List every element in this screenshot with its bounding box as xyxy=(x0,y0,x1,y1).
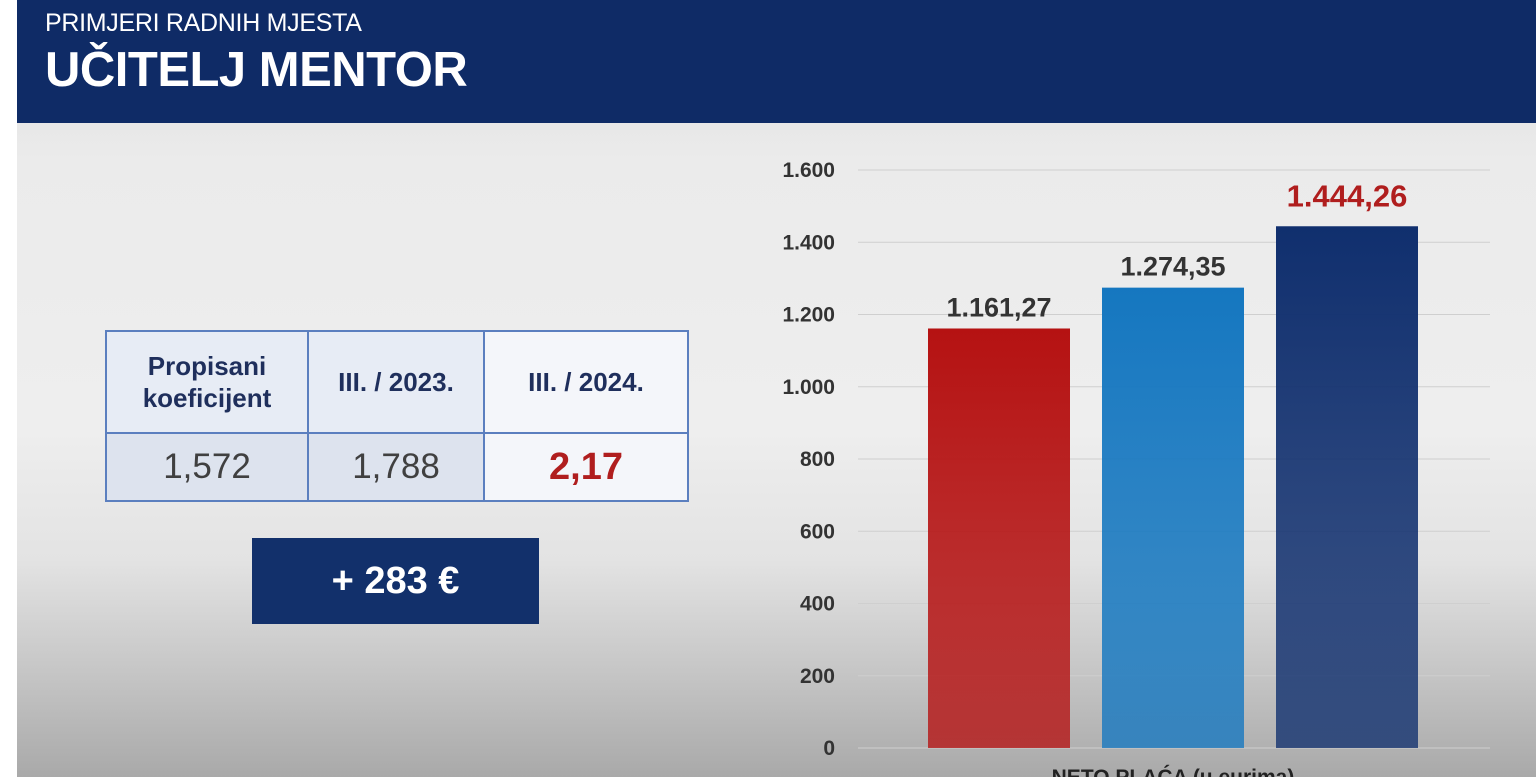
slide-title: UČITELJ MENTOR xyxy=(45,43,468,97)
bar-1 xyxy=(928,328,1070,748)
salary-bar-chart: 0 200 400 600 800 1.000 1.200 1.400 1.600 1.161,… xyxy=(782,159,1490,777)
chart-y-axis: 0 200 400 600 800 1.000 1.200 1.400 1.600 xyxy=(782,159,835,760)
coefficient-table: Propisani koeficijent III. / 2023. III. … xyxy=(105,330,689,502)
data-label-1: 1.161,27 xyxy=(946,292,1051,322)
chart-bars xyxy=(928,226,1418,748)
chart-x-axis-label: NETO PLAĆA (u eurima) xyxy=(1052,765,1295,777)
y-tick-label: 1.600 xyxy=(782,159,835,182)
difference-badge: + 283 € xyxy=(252,538,539,624)
header-cell-2023: III. / 2023. xyxy=(307,330,485,434)
header-cell-2024: III. / 2024. xyxy=(483,330,689,434)
value-cell-propisani: 1,572 xyxy=(105,432,309,502)
y-tick-label: 600 xyxy=(800,520,835,543)
slide-subtitle: PRIMJERI RADNIH MJESTA xyxy=(45,9,362,37)
header-bar: PRIMJERI RADNIH MJESTA UČITELJ MENTOR xyxy=(17,0,1536,123)
y-tick-label: 1.400 xyxy=(782,231,835,254)
y-tick-label: 200 xyxy=(800,665,835,688)
y-tick-label: 800 xyxy=(800,448,835,471)
chart-data-labels: 1.161,27 1.274,35 1.444,26 xyxy=(946,178,1407,322)
table-header-row: Propisani koeficijent III. / 2023. III. … xyxy=(105,330,689,434)
bar-3 xyxy=(1276,226,1418,748)
y-tick-label: 1.000 xyxy=(782,376,835,399)
y-tick-label: 0 xyxy=(823,737,835,760)
data-label-3: 1.444,26 xyxy=(1287,178,1408,213)
value-cell-2024: 2,17 xyxy=(483,432,689,502)
data-label-2: 1.274,35 xyxy=(1120,252,1225,282)
y-tick-label: 400 xyxy=(800,593,835,616)
y-tick-label: 1.200 xyxy=(782,304,835,327)
header-cell-propisani: Propisani koeficijent xyxy=(105,330,309,434)
value-cell-2023: 1,788 xyxy=(307,432,485,502)
table-value-row: 1,572 1,788 2,17 xyxy=(105,432,689,502)
bar-2 xyxy=(1102,287,1244,748)
